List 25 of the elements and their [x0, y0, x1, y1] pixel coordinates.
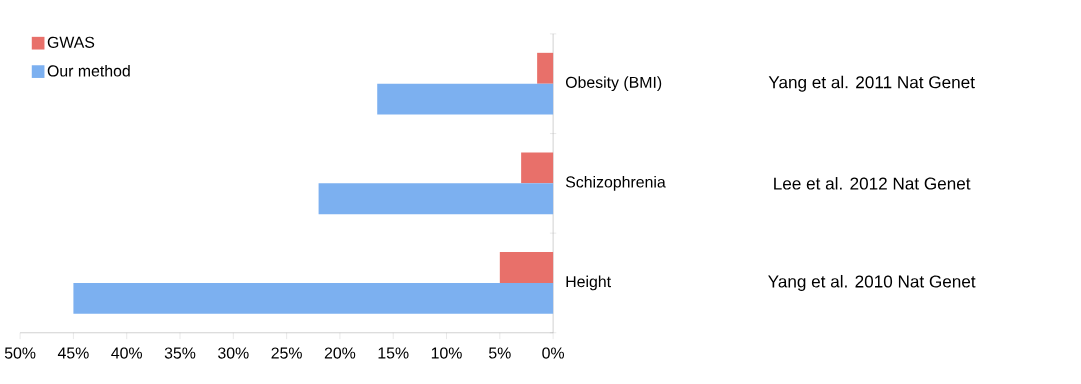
y-tick-label: Schizophrenia — [565, 176, 666, 191]
x-tick-label: 15% — [378, 347, 409, 359]
legend-label: GWAS — [47, 36, 95, 49]
text: Yang et al. 2011 Nat Genet — [768, 75, 975, 92]
y-tick-label: Height — [566, 275, 611, 291]
legend-label: Our method — [47, 65, 130, 77]
x-tick-label: 30% — [218, 347, 249, 359]
bar — [521, 152, 554, 184]
x-tick-label: 0% — [542, 347, 565, 359]
text: Lee et al. 2012 Nat Genet — [774, 177, 971, 190]
y-tick-label: Obesity (BMI) — [565, 76, 662, 92]
x-tick-label: 20% — [324, 347, 356, 359]
x-tick-label: 25% — [271, 347, 302, 359]
bar — [318, 183, 554, 215]
x-tick-label: 45% — [57, 347, 89, 359]
bar — [537, 53, 554, 84]
bar — [73, 283, 554, 315]
text: Yang et al. 2010 Nat Genet — [768, 275, 976, 292]
x-tick-label: 40% — [111, 347, 143, 359]
x-tick-label: 35% — [164, 347, 196, 359]
bar — [499, 252, 554, 284]
x-tick-label: 10% — [431, 347, 462, 359]
bar — [377, 83, 554, 115]
x-tick-label: 50% — [4, 347, 36, 359]
x-tick-label: 5% — [488, 347, 511, 359]
